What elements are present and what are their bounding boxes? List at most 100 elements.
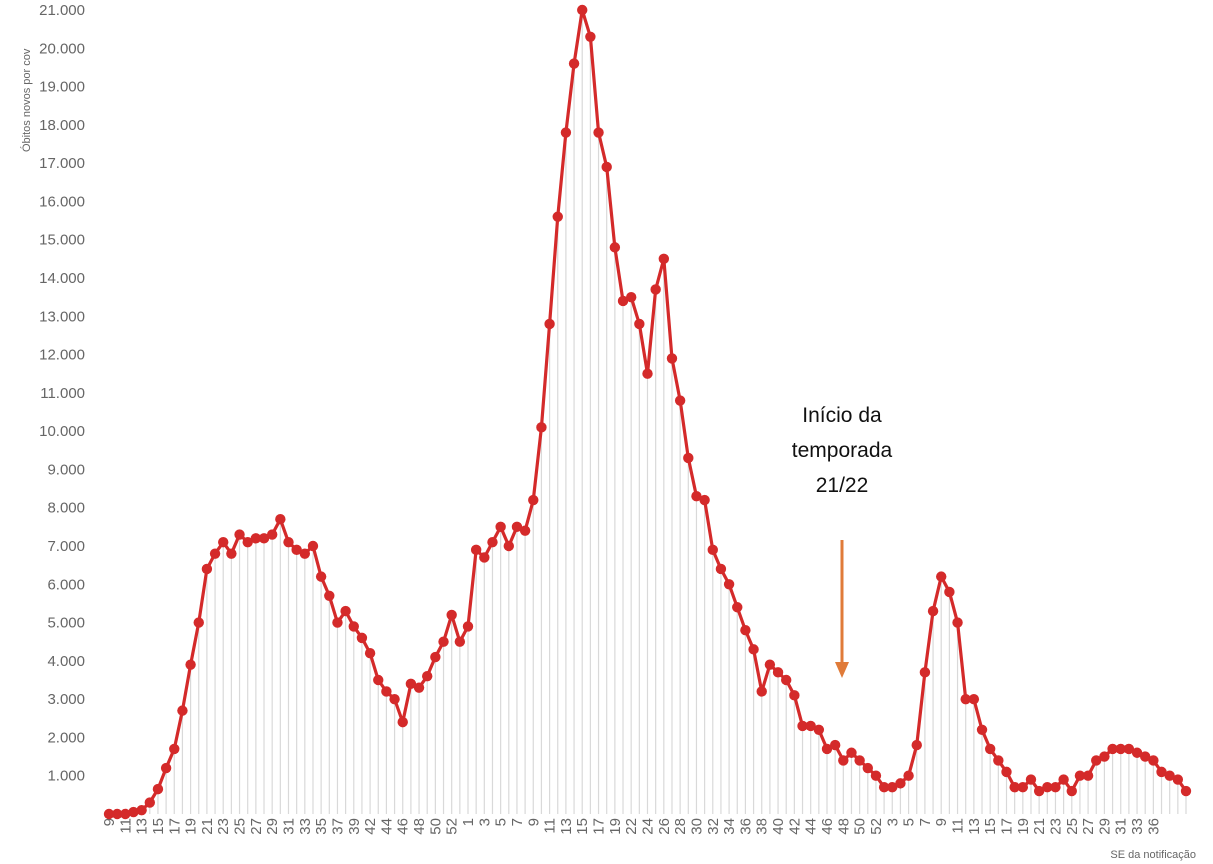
- data-point: [829, 739, 841, 751]
- data-point: [275, 514, 286, 525]
- y-tick-label: 15.000: [39, 232, 85, 249]
- y-tick-label: 6.000: [47, 576, 85, 593]
- data-point: [324, 590, 335, 601]
- annotation-arrow-head: [835, 662, 849, 678]
- x-tick-label: 27: [248, 818, 265, 835]
- x-tick-label: 52: [868, 818, 885, 835]
- y-tick-label: 14.000: [39, 270, 85, 287]
- x-tick-label: 3: [884, 818, 901, 826]
- x-tick-label: 42: [362, 818, 379, 835]
- x-tick-label: 27: [1080, 818, 1097, 835]
- data-point: [1033, 785, 1045, 797]
- x-tick-label: 28: [672, 818, 689, 835]
- data-point: [609, 242, 621, 253]
- data-point: [462, 621, 474, 632]
- data-point: [1115, 743, 1126, 755]
- x-tick-label: 9: [525, 818, 542, 826]
- data-point: [593, 127, 604, 138]
- data-point: [470, 544, 482, 556]
- data-point: [128, 806, 139, 818]
- data-point: [1099, 751, 1110, 762]
- x-tick-label: 13: [966, 818, 983, 835]
- data-point: [405, 678, 417, 690]
- data-point: [291, 544, 302, 556]
- annotation-line-2: temporada: [792, 439, 893, 462]
- data-point: [927, 605, 939, 617]
- data-point: [103, 808, 115, 820]
- data-point: [1025, 774, 1037, 785]
- data-point: [1180, 785, 1192, 797]
- data-point: [1107, 743, 1118, 755]
- data-point: [911, 739, 922, 751]
- data-point: [838, 755, 849, 766]
- data-point: [136, 804, 147, 816]
- data-point: [1131, 747, 1143, 758]
- data-point: [413, 682, 425, 693]
- x-tick-label: 52: [444, 818, 461, 835]
- data-point: [1009, 782, 1020, 793]
- data-point: [764, 659, 776, 670]
- x-tick-label: 11: [542, 818, 559, 834]
- data-point: [625, 291, 637, 303]
- vertical-gridlines: [132, 10, 1187, 814]
- x-tick-label: 11: [950, 818, 967, 834]
- data-point: [250, 533, 262, 544]
- data-point: [642, 368, 653, 379]
- y-tick-label: 8.000: [47, 500, 85, 517]
- x-tick-label: 11: [117, 818, 134, 834]
- data-point: [854, 755, 865, 766]
- data-point: [601, 161, 612, 173]
- data-point: [242, 536, 253, 548]
- x-tick-label: 1: [460, 818, 477, 826]
- data-point: [201, 563, 213, 575]
- x-tick-label: 23: [1047, 818, 1064, 835]
- data-point: [560, 127, 572, 138]
- data-point: [1066, 785, 1077, 797]
- data-point: [299, 548, 311, 559]
- x-tick-label: 40: [770, 818, 787, 835]
- x-tick-label: 19: [607, 818, 624, 835]
- data-point: [993, 755, 1004, 766]
- x-tick-label: 17: [166, 818, 183, 835]
- data-point: [438, 636, 449, 647]
- data-point: [430, 651, 441, 663]
- x-tick-label: 9: [933, 818, 950, 826]
- x-tick-label: 13: [558, 818, 575, 835]
- x-tick-label: 23: [215, 818, 232, 835]
- data-point: [634, 318, 645, 330]
- data-point: [895, 778, 906, 789]
- data-point: [519, 525, 531, 536]
- data-point: [797, 720, 808, 732]
- y-tick-label: 12.000: [39, 347, 85, 364]
- x-tick-label: 50: [852, 818, 869, 835]
- x-tick-label: 36: [737, 818, 754, 835]
- x-tick-label: 19: [183, 818, 200, 835]
- x-tick-label: 30: [688, 818, 705, 835]
- data-point: [1050, 782, 1061, 793]
- x-tick-label: 36: [1145, 818, 1162, 835]
- data-point: [177, 705, 188, 716]
- data-point: [381, 686, 392, 697]
- data-point: [258, 533, 270, 544]
- data-point: [805, 720, 816, 732]
- data-point: [193, 617, 204, 628]
- data-point: [683, 452, 694, 464]
- x-tick-label: 42: [786, 818, 803, 835]
- x-tick-label: 33: [297, 818, 314, 835]
- x-tick-label: 21: [1031, 818, 1048, 835]
- x-tick-label: 44: [378, 818, 395, 835]
- x-tick-label: 44: [803, 818, 820, 835]
- data-point: [528, 494, 539, 506]
- y-tick-label: 1.000: [47, 768, 85, 785]
- data-point: [340, 605, 351, 617]
- data-point: [422, 670, 433, 682]
- data-point: [821, 743, 833, 755]
- x-tick-label: 3: [476, 818, 493, 826]
- data-point: [397, 716, 408, 728]
- data-point: [903, 770, 914, 781]
- data-point: [666, 353, 678, 364]
- data-point: [209, 548, 221, 559]
- data-point: [691, 491, 702, 502]
- y-tick-label: 18.000: [39, 117, 85, 134]
